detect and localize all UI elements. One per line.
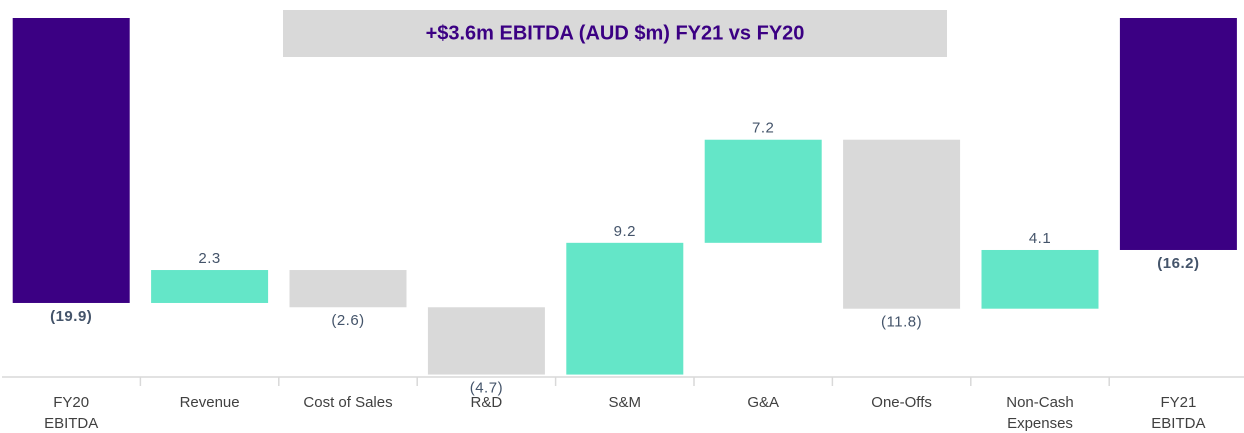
delta-bar (427, 307, 545, 375)
x-tick-label: FY21 EBITDA (1151, 394, 1206, 432)
value-label: (16.2) (1157, 255, 1199, 272)
delta-bar (843, 139, 961, 309)
total-bar (12, 18, 130, 303)
x-tick-label: Non-Cash Expenses (1006, 394, 1074, 432)
delta-bar (151, 270, 269, 303)
x-tick-label: S&M (608, 394, 642, 411)
delta-bar (289, 270, 407, 308)
x-tick-label: One-Offs (871, 394, 932, 411)
title-box (283, 10, 947, 57)
chart-title: +$3.6m EBITDA (AUD $m) FY21 vs FY20 (426, 22, 805, 44)
x-tick-label: Cost of Sales (303, 394, 393, 411)
delta-bar (981, 249, 1099, 309)
value-label: (4.7) (470, 380, 503, 397)
value-label: 2.3 (198, 250, 220, 267)
value-label: 9.2 (614, 223, 636, 240)
value-label: 4.1 (1029, 230, 1051, 247)
value-label: (19.9) (50, 308, 92, 325)
value-label: (11.8) (881, 314, 922, 331)
x-tick-label: G&A (747, 394, 780, 411)
delta-bar (566, 242, 684, 375)
value-label: (2.6) (331, 312, 364, 329)
delta-bar (704, 139, 822, 243)
x-tick-label: FY20 EBITDA (44, 394, 99, 432)
x-tick-label: R&D (470, 394, 503, 411)
total-bar (1119, 18, 1237, 250)
value-label: 7.2 (752, 120, 774, 137)
x-tick-label: Revenue (179, 394, 240, 411)
